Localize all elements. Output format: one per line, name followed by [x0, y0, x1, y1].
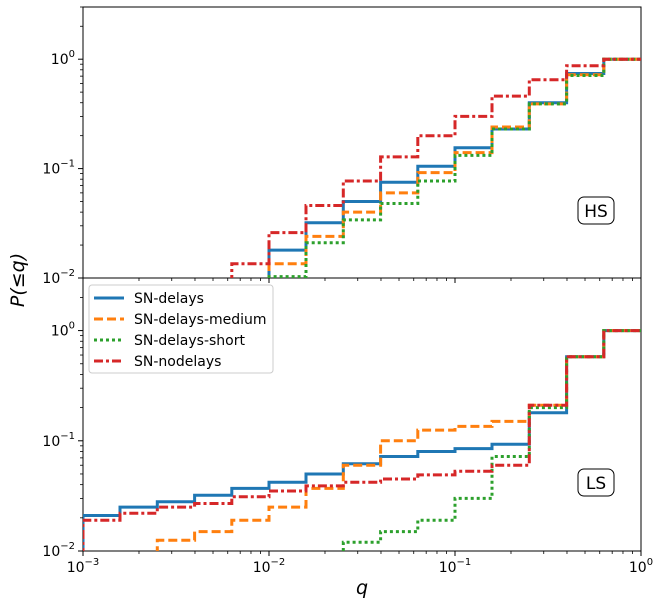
legend-label: SN-delays [134, 291, 204, 307]
hs-label-text: HS [584, 202, 608, 222]
ls-label-text: LS [586, 474, 606, 494]
top-panel-frame [82, 6, 642, 279]
hs-curve-sn-nodelays [230, 57, 641, 278]
y-tick-label: 10−1 [42, 159, 75, 178]
y-tick-label: 10−1 [42, 431, 75, 450]
legend-label: SN-delays-short [134, 333, 245, 349]
x-tick-label: 10−1 [439, 557, 472, 576]
top-panel-curves [230, 57, 641, 278]
legend-box [88, 284, 274, 374]
x-tick-label: 10−2 [253, 557, 286, 576]
hs-curve-sn-delays [267, 57, 641, 278]
x-tick-label: 10−3 [67, 557, 100, 576]
x-axis-label: q [356, 577, 368, 599]
legend: SN-delays SN-delays-medium SN-delays-short… [88, 284, 274, 374]
legend-label: SN-delays-medium [134, 312, 267, 328]
y-tick-label: 100 [51, 49, 75, 68]
x-tick-label: 100 [629, 557, 653, 576]
ls-curve-sn-nodelays [83, 329, 641, 551]
y-tick-label: 10−2 [42, 541, 75, 560]
y-tick-label: 10−2 [42, 268, 75, 287]
ls-panel-label: LS [577, 468, 615, 497]
bottom-panel-frame [82, 277, 642, 552]
legend-label: SN-nodelays [134, 354, 221, 370]
bottom-panel-curves [83, 329, 641, 551]
y-axis-label: P(≤q) [7, 253, 29, 307]
hs-curve-sn-delays-medium [267, 57, 641, 278]
hs-curve-sn-delays-short [267, 57, 641, 278]
hs-panel-label: HS [577, 196, 615, 225]
y-tick-label: 100 [51, 321, 75, 340]
ls-curve-sn-delays-medium [155, 329, 641, 551]
